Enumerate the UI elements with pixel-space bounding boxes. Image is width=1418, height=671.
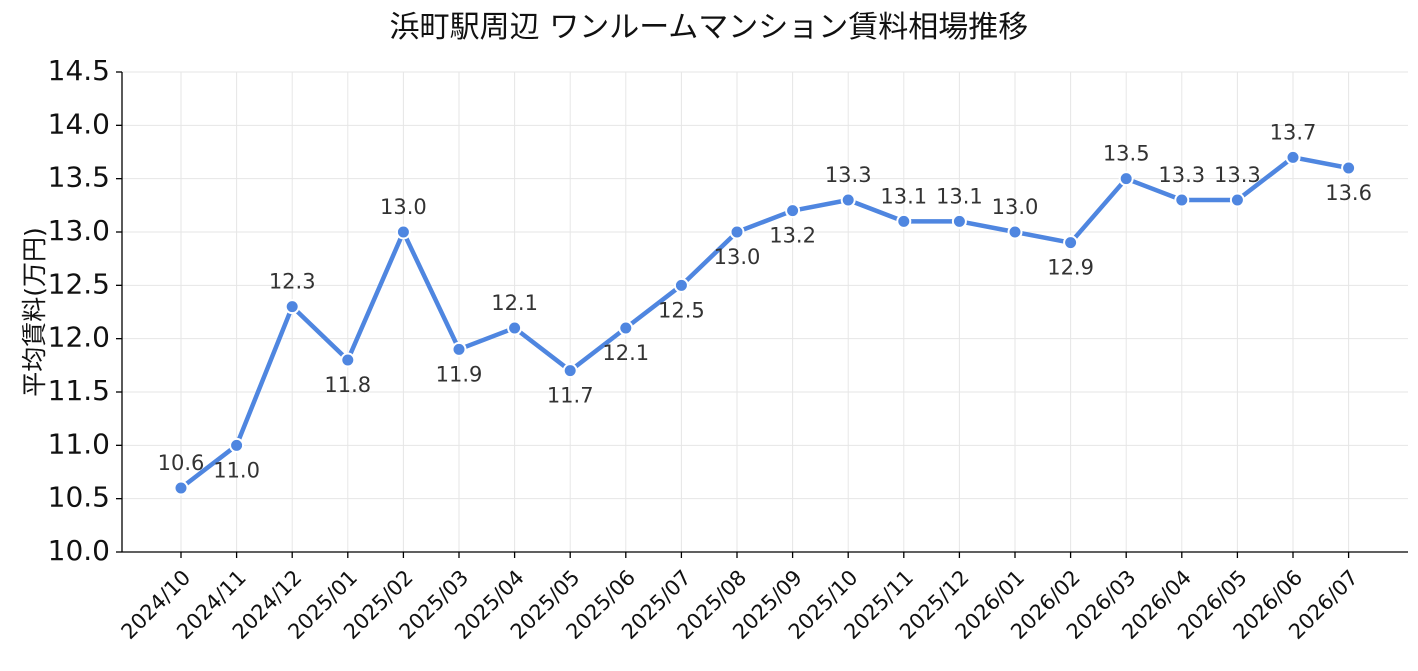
data-point	[562, 363, 578, 379]
data-label: 11.7	[547, 384, 594, 408]
data-point	[1174, 192, 1190, 208]
data-label: 12.1	[491, 291, 538, 315]
data-label: 13.3	[825, 163, 872, 187]
data-point	[395, 224, 411, 240]
data-point	[1063, 235, 1079, 251]
data-point	[1007, 224, 1023, 240]
data-label: 11.0	[213, 458, 260, 482]
data-label: 13.1	[936, 184, 983, 208]
data-point	[785, 203, 801, 219]
y-tick-label: 11.0	[48, 427, 110, 460]
data-point	[451, 341, 467, 357]
series-line-layer	[178, 155, 1351, 491]
y-tick-label: 10.0	[48, 534, 110, 567]
data-label: 13.3	[1158, 163, 1205, 187]
data-label: 13.0	[992, 195, 1039, 219]
data-label: 13.3	[1214, 163, 1261, 187]
data-point	[284, 299, 300, 315]
data-label: 13.7	[1270, 120, 1317, 144]
data-label: 13.0	[714, 245, 761, 269]
data-label: 13.0	[380, 195, 427, 219]
data-label: 11.8	[324, 373, 371, 397]
data-label: 12.9	[1047, 256, 1094, 280]
data-point	[618, 320, 634, 336]
y-tick-label: 13.0	[48, 214, 110, 247]
data-point	[1341, 160, 1357, 176]
tick-labels: 10.0 10.5 11.0 11.5 12.0 12.5 13.0 13.5 14.0 14.5…	[48, 54, 1363, 644]
data-label: 10.6	[158, 451, 205, 475]
data-label: 13.6	[1325, 181, 1372, 205]
data-point	[840, 192, 856, 208]
data-point	[1229, 192, 1245, 208]
data-label: 11.9	[436, 362, 483, 386]
data-point	[729, 224, 745, 240]
data-label: 13.2	[769, 224, 816, 248]
data-label: 13.1	[880, 184, 927, 208]
data-label: 13.5	[1103, 142, 1150, 166]
data-point	[1118, 171, 1134, 187]
data-point	[340, 352, 356, 368]
data-point	[1285, 149, 1301, 165]
data-label: 12.1	[602, 341, 649, 365]
axes	[116, 71, 1408, 558]
y-tick-label: 14.5	[48, 54, 110, 87]
data-point	[673, 277, 689, 293]
data-point	[507, 320, 523, 336]
data-point	[896, 213, 912, 229]
data-label: 12.3	[269, 270, 316, 294]
data-label: 12.5	[658, 298, 705, 322]
y-tick-label: 14.0	[48, 107, 110, 140]
y-axis-label: 平均賃料(万円)	[20, 227, 49, 397]
y-tick-label: 12.0	[48, 321, 110, 354]
data-point	[229, 437, 245, 453]
data-point	[173, 480, 189, 496]
data-point	[951, 213, 967, 229]
y-tick-label: 10.5	[48, 481, 110, 514]
chart-title: 浜町駅周辺 ワンルームマンション賃料相場推移	[389, 10, 1029, 45]
grid-lines	[122, 71, 1408, 553]
data-labels: 10.6 11.0 12.3 11.8 13.0 11.9 12.1 11.7 12.1 12.5…	[158, 120, 1372, 482]
y-tick-label: 11.5	[48, 374, 110, 407]
series-line	[178, 155, 1351, 491]
y-tick-label: 13.5	[48, 161, 110, 194]
y-tick-label: 12.5	[48, 267, 110, 300]
data-points	[173, 149, 1357, 496]
